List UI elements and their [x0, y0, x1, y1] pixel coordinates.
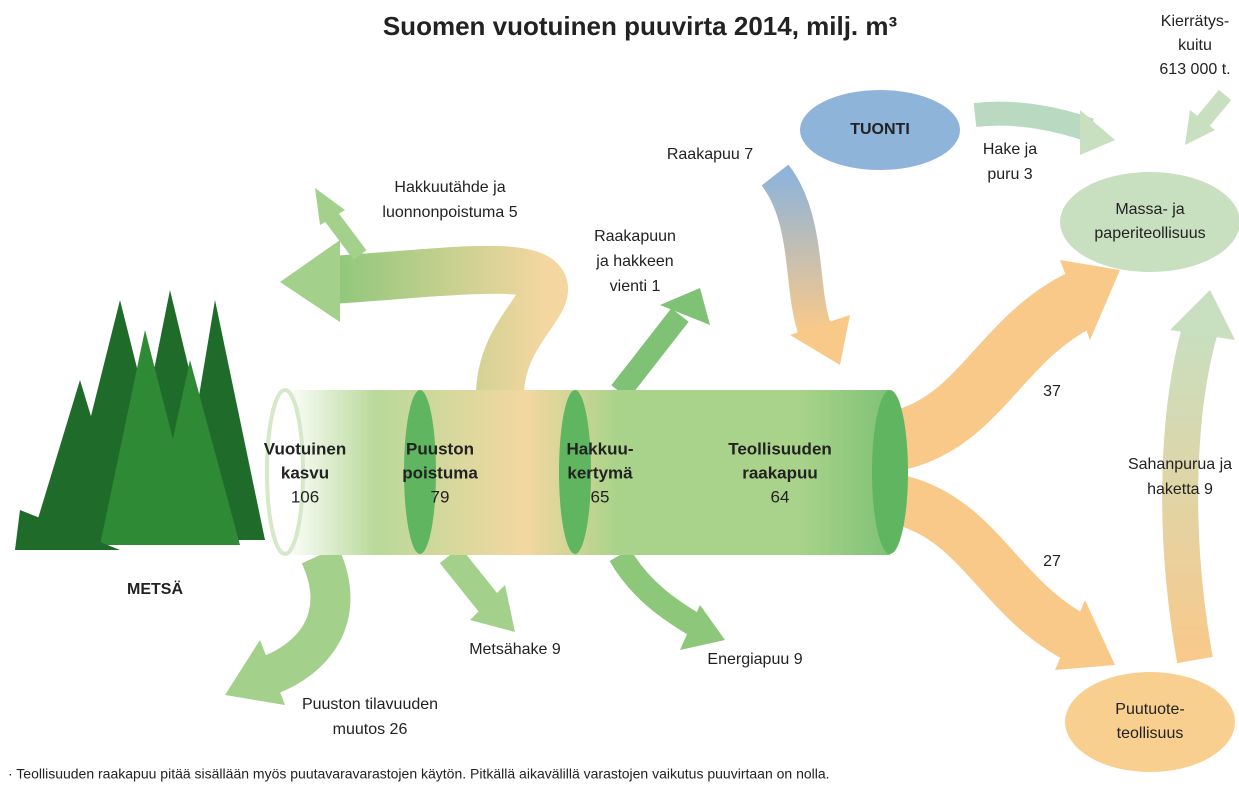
title: Suomen vuotuinen puuvirta 2014, milj. m³: [383, 11, 898, 41]
stage-label: raakapuu: [742, 463, 818, 482]
node-massa: [1060, 172, 1239, 272]
flow-label: Energiapuu 9: [707, 651, 802, 668]
node-label: teollisuus: [1117, 725, 1184, 742]
ring: [559, 390, 591, 554]
flow-label: Raakapuun: [594, 228, 676, 245]
stage-value: 65: [591, 487, 610, 506]
recycled-label: 613 000 t.: [1159, 61, 1230, 78]
flow-label: Hakkuutähde ja: [394, 179, 505, 196]
flow-label: Sahanpurua ja: [1128, 456, 1232, 473]
flow-label: Metsähake 9: [469, 641, 561, 658]
node-puutuote: [1065, 672, 1235, 772]
stage-value: 106: [291, 487, 319, 506]
stage-label: Hakkuu-: [566, 439, 633, 458]
node-tuonti: [800, 90, 960, 170]
node-label: TUONTI: [850, 121, 910, 138]
stage-value: 64: [771, 487, 790, 506]
stage-label: Vuotuinen: [264, 439, 346, 458]
node-label: paperiteollisuus: [1094, 225, 1205, 242]
flow-label: ja hakkeen: [595, 253, 673, 270]
ring: [872, 390, 908, 554]
recycled-label: Kierrätys-: [1161, 13, 1229, 30]
flow-label: vienti 1: [610, 278, 661, 295]
stage-label: Puuston: [406, 439, 474, 458]
node-label: Massa- ja: [1115, 201, 1184, 218]
recycled-label: kuitu: [1178, 37, 1212, 54]
node-label: METSÄ: [127, 580, 183, 598]
flow-label: Raakapuu 7: [667, 146, 753, 163]
flow-label: luonnonpoistuma 5: [382, 204, 517, 221]
flow-label: muutos 26: [333, 721, 408, 738]
flow-label: Puuston tilavuuden: [302, 696, 438, 713]
stage-label: Teollisuuden: [728, 439, 832, 458]
ring: [265, 388, 305, 556]
node-label: Puutuote-: [1115, 701, 1184, 718]
flow-label: 27: [1043, 553, 1061, 570]
forest: [15, 290, 265, 550]
stage-label: kasvu: [281, 463, 329, 482]
footnote: · Teollisuuden raakapuu pitää sisällään …: [8, 766, 830, 782]
arrows: [225, 89, 1235, 705]
ring: [404, 390, 436, 554]
stage-label: poistuma: [402, 463, 478, 482]
flow-label: 37: [1043, 383, 1061, 400]
flow-label: Hake ja: [983, 141, 1037, 158]
stage-value: 79: [431, 487, 450, 506]
stage-label: kertymä: [567, 463, 633, 482]
flow-label: haketta 9: [1147, 481, 1213, 498]
flow-label: puru 3: [987, 166, 1032, 183]
